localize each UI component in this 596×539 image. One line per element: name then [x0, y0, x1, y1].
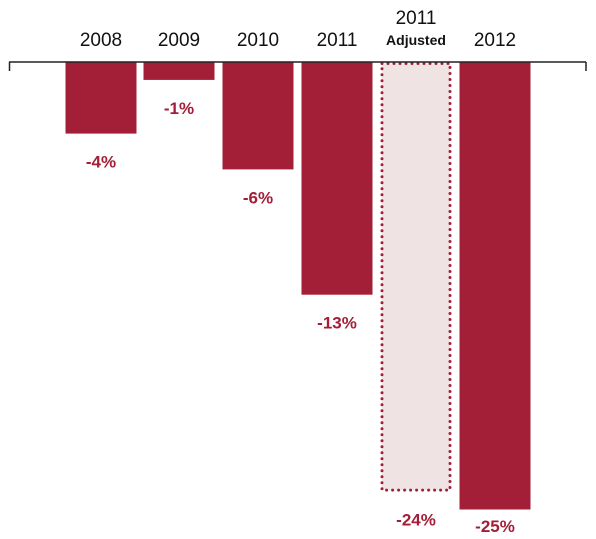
category-label: 2011 [317, 30, 358, 51]
category-label: 2008 [80, 30, 122, 51]
bars-group [65, 62, 531, 510]
category-sublabel: Adjusted [386, 32, 446, 48]
category-labels: 2008 2009 2010 2011 2011 Adjusted 2012 [80, 8, 516, 51]
value-labels: -4% -1% -6% -13% -24% -25% [86, 99, 515, 536]
category-label: 2011 [396, 8, 437, 29]
bar [222, 62, 294, 170]
data-label: -13% [317, 314, 357, 333]
bar [459, 62, 531, 510]
bar [65, 62, 137, 134]
bar [301, 62, 373, 295]
data-label: -6% [243, 188, 273, 207]
data-label: -24% [396, 511, 436, 530]
data-label: -25% [475, 517, 515, 536]
category-label: 2010 [237, 30, 279, 51]
category-label: 2009 [158, 30, 200, 51]
data-label: -1% [164, 99, 194, 118]
bar [143, 62, 215, 80]
data-label: -4% [86, 153, 116, 172]
category-label: 2012 [474, 30, 516, 51]
bar-adjusted [380, 62, 452, 492]
